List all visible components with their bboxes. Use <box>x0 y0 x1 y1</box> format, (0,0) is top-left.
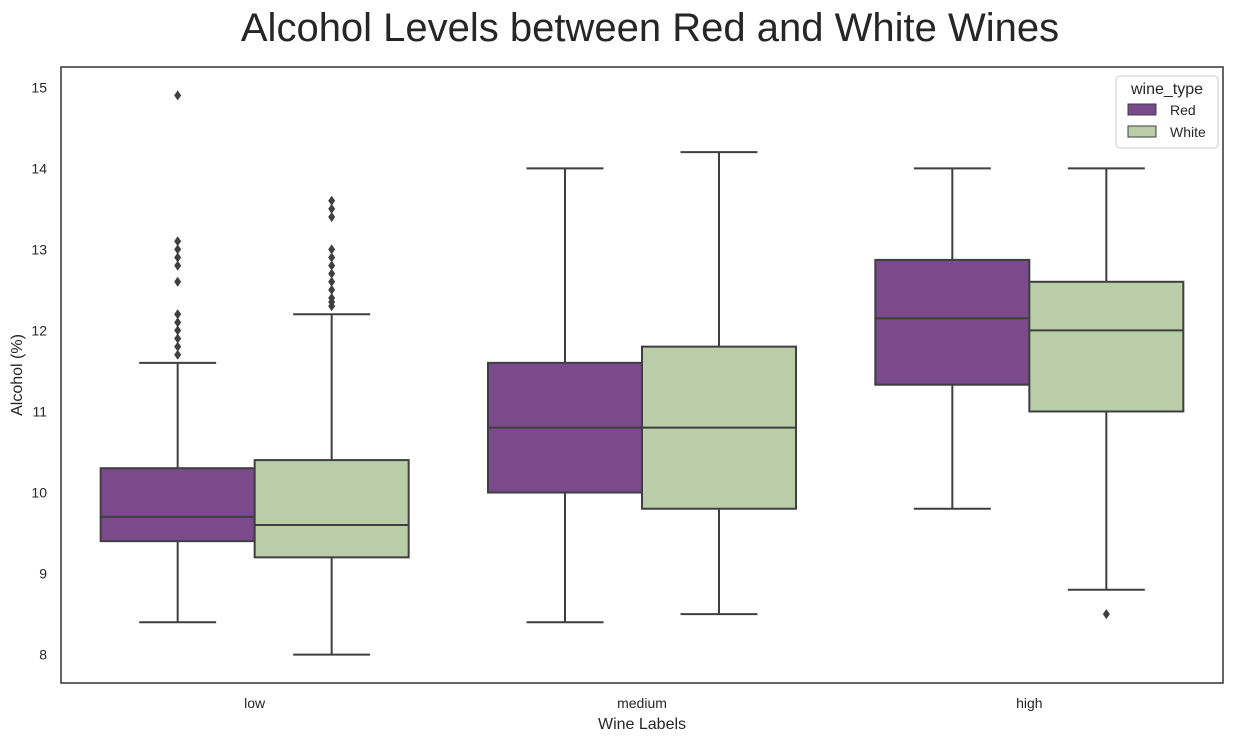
box-white-high <box>1028 167 1185 620</box>
y-tick-label: 12 <box>31 322 47 338</box>
y-tick-label: 10 <box>31 485 47 501</box>
y-tick-label: 15 <box>31 79 47 95</box>
x-tick-label: low <box>244 695 266 711</box>
box-red-medium <box>487 167 643 624</box>
outlier-point <box>174 325 182 336</box>
legend-title: wine_type <box>1130 81 1203 98</box>
outlier-point <box>174 90 182 101</box>
box-iqr <box>99 467 256 543</box>
outlier-point <box>174 252 182 263</box>
outlier-point <box>328 203 336 214</box>
legend-label-white: White <box>1170 124 1206 140</box>
outlier-point <box>174 309 182 320</box>
plot-frame <box>60 66 1224 684</box>
y-axis-label: Alcohol (%) <box>9 334 26 416</box>
outlier-point <box>174 236 182 247</box>
outlier-point <box>174 260 182 271</box>
box-iqr <box>1028 280 1185 413</box>
outlier-point <box>328 284 336 295</box>
box-white-medium <box>641 151 797 616</box>
y-tick-label: 14 <box>31 160 47 176</box>
outlier-point <box>174 317 182 328</box>
y-tick-label: 13 <box>31 241 47 257</box>
outlier-point <box>174 349 182 360</box>
outlier-point <box>328 268 336 279</box>
legend-label-red: Red <box>1170 102 1196 118</box>
outlier-point <box>174 341 182 352</box>
outlier-point <box>328 211 336 222</box>
outlier-point <box>328 260 336 271</box>
y-tick-label: 8 <box>39 647 47 663</box>
outlier-point <box>174 244 182 255</box>
box-iqr <box>874 258 1031 386</box>
box-iqr <box>253 459 410 559</box>
outlier-point <box>174 333 182 344</box>
outlier-point <box>328 276 336 287</box>
axes: 8 9 10 11 12 13 14 15 low medium high <box>31 66 1224 711</box>
outlier-point <box>328 244 336 255</box>
y-tick-label: 9 <box>39 566 47 582</box>
outlier-point <box>1102 609 1110 620</box>
plot-area <box>99 90 1185 656</box>
legend-swatch-red <box>1127 103 1157 116</box>
y-tick-label: 11 <box>32 403 47 419</box>
outlier-point <box>328 252 336 263</box>
outlier-point <box>328 293 336 303</box>
outlier-point <box>328 195 336 206</box>
outlier-point <box>174 276 182 287</box>
x-tick-label: medium <box>617 695 667 711</box>
box-red-low <box>99 90 256 624</box>
x-axis-label: Wine Labels <box>598 716 686 733</box>
legend-swatch-white <box>1127 125 1157 138</box>
x-tick-label: high <box>1016 695 1042 711</box>
box-red-high <box>874 167 1031 510</box>
legend: wine_type Red White <box>1115 75 1219 149</box>
chart-title: Alcohol Levels between Red and White Win… <box>241 6 1059 50</box>
box-white-low <box>253 195 410 656</box>
